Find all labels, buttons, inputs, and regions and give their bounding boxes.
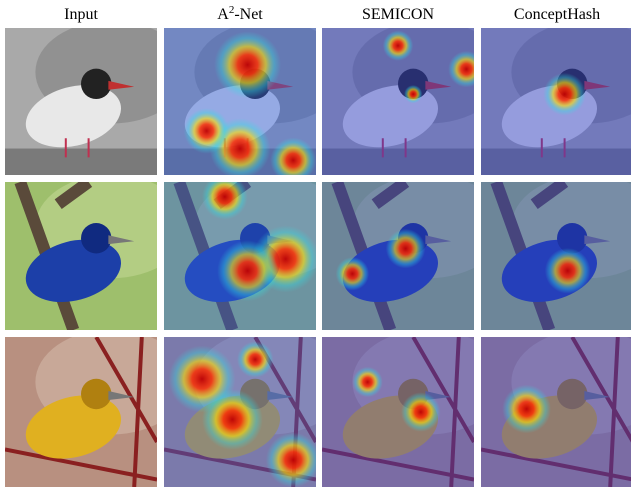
heatmap-spot xyxy=(382,30,414,61)
heatmap-spot xyxy=(202,182,248,220)
bird-head xyxy=(81,378,112,410)
bird-legs xyxy=(540,138,566,158)
image-cell xyxy=(164,337,316,487)
heatmap-spot xyxy=(217,240,278,302)
header-superscript: 2 xyxy=(229,4,235,16)
image-cell xyxy=(481,28,631,175)
bird-head xyxy=(81,68,112,100)
heatmap-spot xyxy=(544,247,591,294)
bird-beak xyxy=(267,391,294,400)
bird-beak xyxy=(108,235,135,245)
water xyxy=(5,148,157,175)
bird-beak xyxy=(584,391,611,400)
heatmap-spot xyxy=(335,257,370,291)
heatmap-base xyxy=(322,337,474,487)
heatmap-spot xyxy=(543,72,586,116)
heatmap-spot xyxy=(401,392,441,432)
image-cell xyxy=(5,182,157,330)
column-header: ConceptHash xyxy=(514,6,600,23)
bird-body xyxy=(25,85,121,148)
bird-head xyxy=(557,378,588,410)
bird-beak xyxy=(108,80,135,90)
column-header: A2-Net xyxy=(217,4,263,23)
heatmap-spot xyxy=(385,228,426,269)
heatmap-spot xyxy=(214,31,282,99)
bird-legs xyxy=(381,138,407,158)
heatmap-spot xyxy=(202,389,263,450)
bird-beak xyxy=(584,235,611,245)
branch xyxy=(481,337,631,487)
column-headers: Input A2-Net SEMICON ConceptHash xyxy=(64,4,600,23)
bird-head xyxy=(81,223,112,254)
bird-legs xyxy=(64,138,90,158)
water xyxy=(322,148,474,175)
heatmap-spot xyxy=(404,85,423,104)
heatmap-spot xyxy=(270,137,316,175)
image-cell xyxy=(5,337,157,487)
bird-beak xyxy=(425,80,452,90)
image-grid xyxy=(5,28,631,487)
image-cell xyxy=(322,337,474,487)
header-text: A xyxy=(217,6,229,23)
bird-beak xyxy=(425,235,452,245)
heatmap-spot xyxy=(236,341,274,378)
bird-head xyxy=(557,223,588,254)
bird-beak xyxy=(584,80,611,90)
bird-body xyxy=(25,395,122,459)
bird-beak xyxy=(108,391,135,400)
water xyxy=(481,148,631,175)
heatmap-spot xyxy=(183,108,230,154)
header-text: ConceptHash xyxy=(514,6,600,23)
image-cell xyxy=(164,182,316,330)
bird-body xyxy=(25,239,122,303)
image-cell xyxy=(481,182,631,330)
image-cell xyxy=(322,182,474,330)
image-cell xyxy=(164,28,316,175)
heatmap-spot xyxy=(502,384,551,434)
branch xyxy=(5,337,157,487)
column-header: Input xyxy=(64,6,98,23)
branch xyxy=(322,337,474,487)
heatmap-spot xyxy=(352,366,383,398)
header-text: SEMICON xyxy=(362,6,434,23)
image-cell xyxy=(322,28,474,175)
header-text: Input xyxy=(64,6,98,23)
header-text-rest: -Net xyxy=(234,6,263,23)
column-header: SEMICON xyxy=(362,6,434,23)
heatmap-spot xyxy=(448,50,474,88)
image-cell xyxy=(481,337,631,487)
heatmap-spot xyxy=(265,432,316,487)
image-cell xyxy=(5,28,157,175)
